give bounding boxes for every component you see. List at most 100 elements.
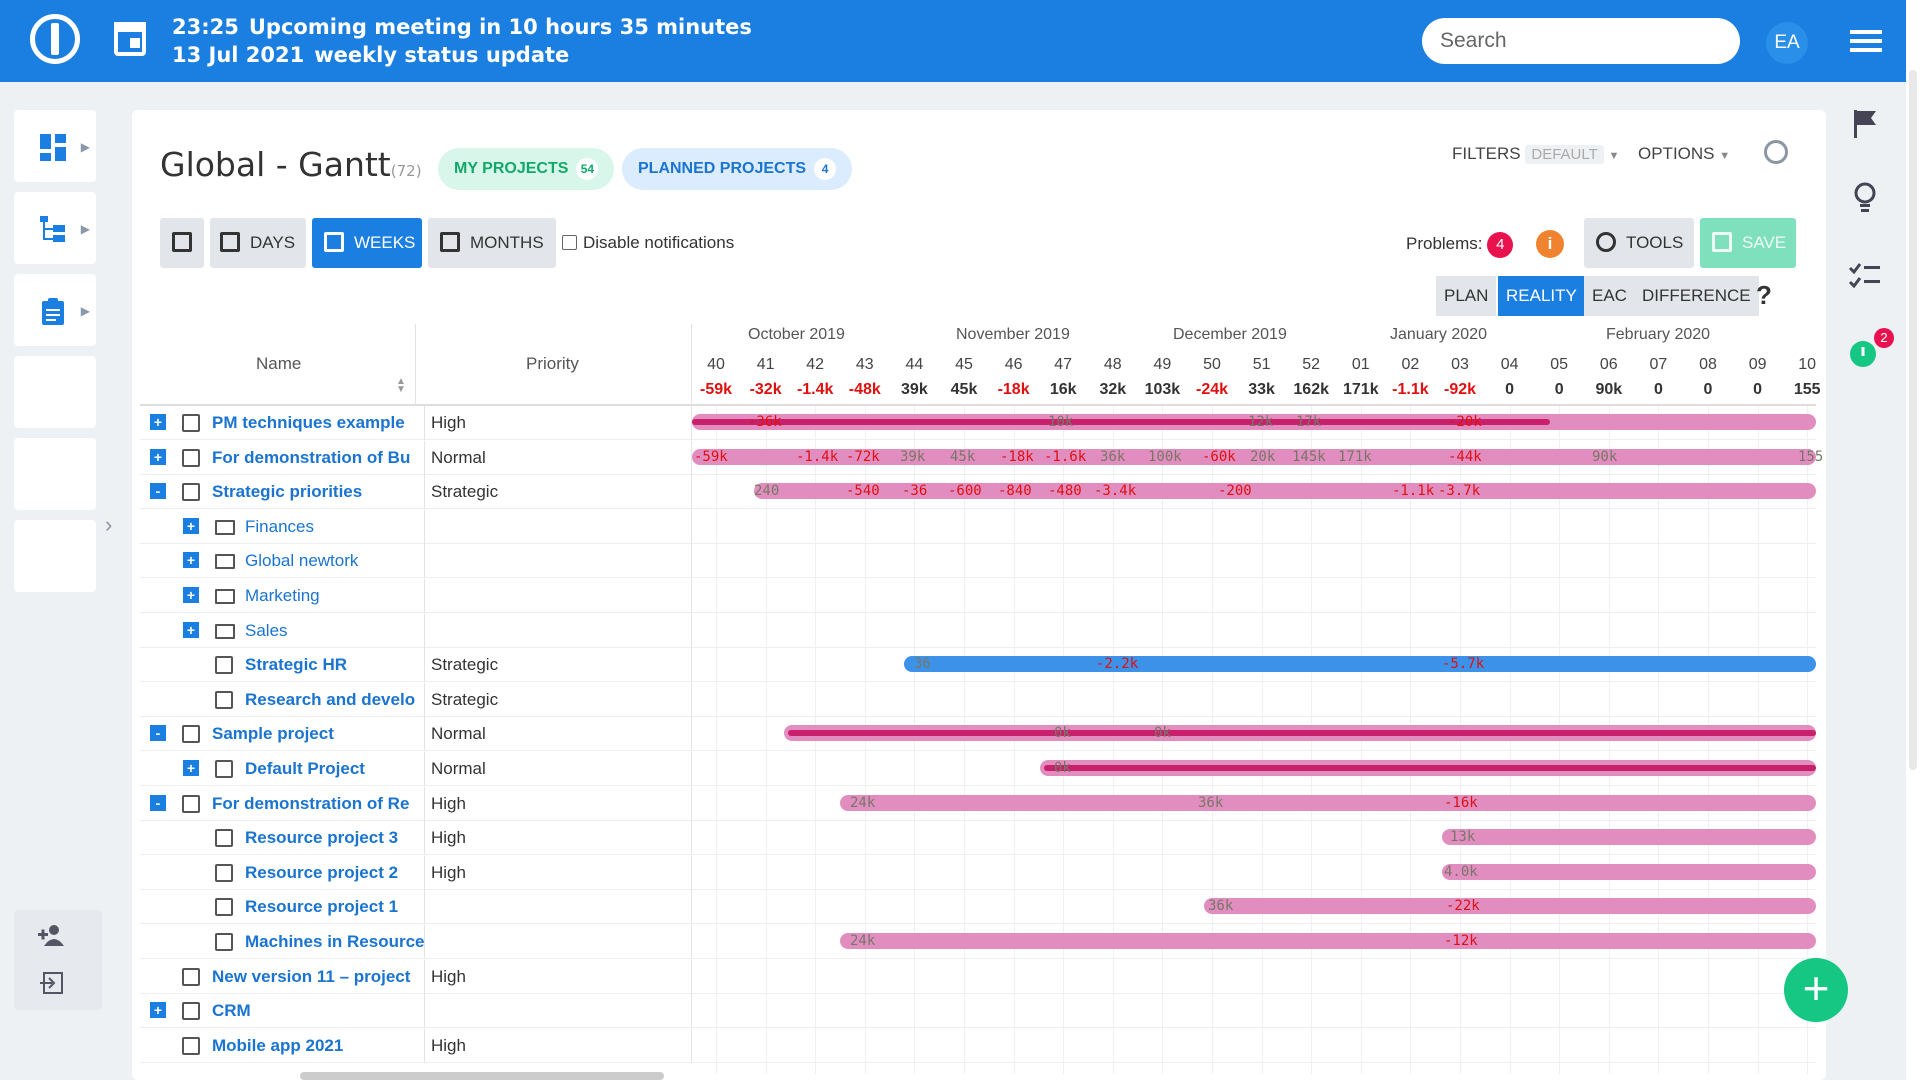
row-name[interactable]: Default Project — [245, 759, 365, 778]
row-name[interactable]: New version 11 – project — [212, 966, 411, 986]
gantt-bar[interactable] — [692, 448, 1816, 465]
row-name[interactable]: Strategic HR — [245, 655, 348, 675]
sidebar-empty-3[interactable] — [14, 520, 96, 592]
gantt-bar[interactable] — [904, 656, 1816, 673]
logo-icon[interactable] — [30, 14, 80, 64]
meeting-notice[interactable]: 23:25 Upcoming meeting in 10 hours 35 min… — [172, 13, 762, 69]
expand-icon[interactable]: + — [183, 552, 199, 569]
row-name[interactable]: For demonstration of Re — [212, 793, 410, 813]
row-name[interactable]: Sales — [245, 620, 288, 640]
gantt-bar[interactable] — [1204, 898, 1816, 915]
table-row[interactable]: + Marketing — [140, 579, 1816, 613]
table-row[interactable]: Resource project 3 High 13k — [140, 821, 1816, 856]
table-row[interactable]: Resource project 2 High 4.0k — [140, 855, 1816, 890]
row-name[interactable]: PM techniques example — [212, 413, 405, 432]
table-row[interactable]: + Default Project Normal 0k — [140, 752, 1816, 786]
priority-column-header[interactable]: Priority — [416, 324, 692, 406]
horizontal-scrollbar[interactable] — [300, 1072, 664, 1080]
row-name[interactable]: Resource project 2 — [245, 862, 399, 882]
expand-sidebar-icon[interactable]: › — [105, 512, 113, 537]
add-user-icon[interactable] — [38, 924, 66, 946]
tab-difference[interactable]: DIFFERENCE — [1634, 276, 1759, 316]
expand-icon[interactable]: + — [183, 760, 199, 776]
sidebar-dashboard[interactable]: ▶ — [14, 110, 96, 182]
table-row[interactable]: + Sales — [140, 613, 1816, 648]
calendar-icon[interactable] — [114, 22, 146, 56]
menu-icon[interactable] — [1850, 30, 1882, 52]
sidebar-tree[interactable]: ▶ — [14, 192, 96, 264]
gantt-bar[interactable] — [692, 419, 1550, 425]
table-row[interactable]: - Sample project Normal 0k 0k — [140, 717, 1816, 752]
flag-icon[interactable] — [1846, 106, 1884, 144]
gantt-bar[interactable] — [788, 730, 1816, 737]
planned-projects-button[interactable]: PLANNED PROJECTS 4 — [622, 148, 853, 190]
collapse-icon[interactable]: - — [150, 483, 166, 500]
table-row[interactable]: + Finances — [140, 509, 1816, 544]
sidebar-empty-2[interactable] — [14, 438, 96, 510]
expand-icon[interactable]: + — [183, 517, 199, 534]
sidebar-tasks[interactable]: ▶ — [14, 274, 96, 346]
tools-button[interactable]: TOOLS — [1584, 218, 1694, 268]
row-name[interactable]: Finances — [245, 516, 314, 536]
table-row[interactable]: Resource project 1 36k -22k — [140, 890, 1816, 925]
collapse-icon[interactable]: - — [150, 725, 166, 742]
row-name[interactable]: Sample project — [212, 724, 334, 744]
table-row[interactable]: + PM techniques example High -36k 10k 12k 17k -… — [140, 406, 1816, 440]
expand-icon[interactable]: + — [150, 414, 166, 430]
sort-icon[interactable]: ▲ ▼ — [396, 376, 406, 395]
row-name[interactable]: Machines in Resource — [245, 932, 424, 951]
settings-gear-icon[interactable] — [1764, 140, 1788, 164]
row-name[interactable]: Resource project 1 — [245, 897, 399, 917]
expand-icon[interactable]: + — [183, 621, 199, 638]
tab-reality[interactable]: REALITY — [1498, 276, 1585, 316]
table-row[interactable]: + For demonstration of Bu Normal -59k -1.4k -… — [140, 440, 1823, 475]
collapse-icon[interactable]: - — [150, 794, 166, 811]
table-row[interactable]: Mobile app 2021 High — [140, 1028, 1816, 1063]
gantt-bar[interactable] — [1044, 765, 1816, 771]
calendar-button[interactable] — [160, 218, 204, 268]
notifications-checkbox[interactable] — [562, 235, 577, 250]
filters-dropdown[interactable]: FILTERS DEFAULT ▼ — [1452, 144, 1619, 164]
row-name[interactable]: Research and develo — [245, 689, 416, 709]
checklist-icon[interactable] — [1846, 258, 1884, 296]
gantt-bar[interactable] — [840, 933, 1816, 949]
page-scrollbar[interactable] — [1906, 0, 1920, 1080]
gantt-bar[interactable] — [840, 794, 1816, 811]
tab-plan[interactable]: PLAN — [1436, 276, 1497, 316]
add-button[interactable]: + — [1784, 958, 1848, 1022]
row-name[interactable]: For demonstration of Bu — [212, 447, 411, 467]
name-column-header[interactable]: Name ▲ ▼ — [140, 324, 416, 406]
my-projects-button[interactable]: MY PROJECTS 54 — [438, 148, 615, 190]
row-name[interactable]: Marketing — [245, 586, 320, 605]
gantt-bar[interactable] — [1442, 829, 1816, 846]
row-name[interactable]: Resource project 3 — [245, 828, 399, 848]
save-button[interactable]: SAVE — [1700, 218, 1796, 268]
expand-icon[interactable]: + — [150, 1002, 166, 1019]
table-row[interactable]: Machines in Resource 24k -12k — [140, 925, 1816, 959]
row-name[interactable]: CRM — [212, 1001, 251, 1021]
info-icon[interactable]: i — [1536, 230, 1564, 258]
gantt-bar[interactable] — [754, 483, 1816, 500]
avatar[interactable]: EA — [1766, 22, 1808, 64]
sidebar-empty-1[interactable] — [14, 356, 96, 428]
timer-icon[interactable] — [1846, 334, 1884, 372]
logout-icon[interactable] — [40, 972, 64, 994]
table-row[interactable]: Strategic HR Strategic 36 -2.2k -5.7k — [140, 648, 1816, 683]
disable-notifications[interactable]: Disable notifications — [562, 233, 734, 253]
row-name[interactable]: Global newtork — [245, 551, 359, 571]
gantt-bar[interactable] — [1442, 863, 1816, 880]
weeks-button[interactable]: WEEKS — [312, 218, 422, 268]
tab-eac[interactable]: EAC — [1584, 276, 1635, 316]
table-row[interactable]: Research and develo Strategic — [140, 682, 1816, 717]
options-dropdown[interactable]: OPTIONS ▼ — [1638, 144, 1730, 164]
row-name[interactable]: Strategic priorities — [212, 482, 363, 502]
help-icon[interactable]: ? — [1756, 280, 1772, 310]
table-row[interactable]: - For demonstration of Re High 24k 36k -16k — [140, 786, 1816, 821]
problems[interactable]: Problems: 4 — [1406, 232, 1514, 258]
row-name[interactable]: Mobile app 2021 — [212, 1035, 344, 1055]
expand-icon[interactable]: + — [150, 448, 166, 465]
table-row[interactable]: + CRM — [140, 994, 1816, 1029]
search-input[interactable] — [1422, 18, 1740, 64]
table-row[interactable]: + Global newtork — [140, 544, 1816, 579]
months-button[interactable]: MONTHS — [428, 218, 556, 268]
